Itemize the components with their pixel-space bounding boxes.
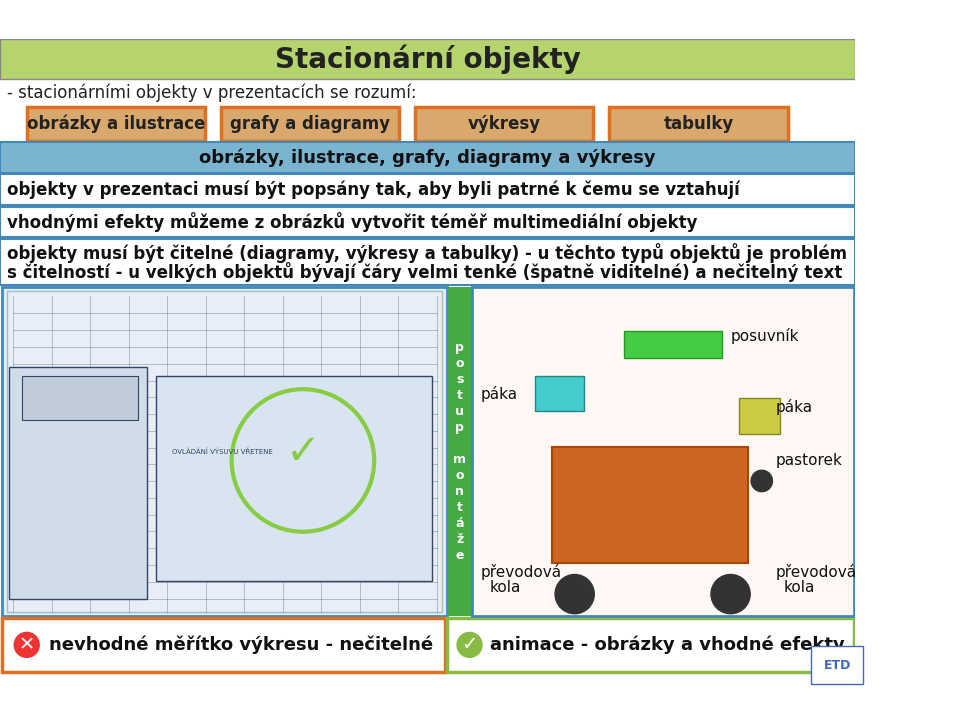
FancyBboxPatch shape	[552, 447, 749, 563]
Text: páka: páka	[775, 399, 812, 415]
Text: ✕: ✕	[18, 635, 35, 654]
Text: OVLÁDÁNÍ VÝSUVU VŘETENE: OVLÁDÁNÍ VÝSUVU VŘETENE	[172, 448, 274, 455]
Text: animace - obrázky a vhodné efekty: animace - obrázky a vhodné efekty	[490, 636, 845, 654]
FancyBboxPatch shape	[0, 238, 855, 285]
Circle shape	[457, 632, 482, 657]
Text: ✓: ✓	[285, 430, 321, 473]
Text: převodová: převodová	[481, 563, 563, 580]
FancyBboxPatch shape	[0, 206, 855, 237]
Text: s čitelností - u velkých objektů bývají čáry velmi tenké (špatně viditelné) a ne: s čitelností - u velkých objektů bývají …	[7, 263, 843, 282]
Text: tabulky: tabulky	[663, 115, 733, 132]
Text: grafy a diagramy: grafy a diagramy	[230, 115, 390, 132]
Text: obrázky a ilustrace: obrázky a ilustrace	[27, 115, 205, 133]
Text: objekty musí být čitelné (diagramy, výkresy a tabulky) - u těchto typů objektů j: objekty musí být čitelné (diagramy, výkr…	[7, 243, 848, 263]
Text: ✓: ✓	[462, 635, 478, 654]
Text: kola: kola	[784, 581, 815, 596]
FancyBboxPatch shape	[9, 367, 147, 599]
Circle shape	[751, 470, 773, 492]
FancyBboxPatch shape	[7, 291, 442, 612]
FancyBboxPatch shape	[472, 286, 853, 616]
Text: výkresy: výkresy	[468, 115, 540, 132]
FancyBboxPatch shape	[0, 175, 855, 205]
FancyBboxPatch shape	[0, 142, 855, 173]
Text: p
o
s
t
u
p

m
o
n
t
á
ž
e: p o s t u p m o n t á ž e	[453, 341, 467, 562]
FancyBboxPatch shape	[624, 332, 722, 358]
FancyBboxPatch shape	[2, 286, 447, 616]
FancyBboxPatch shape	[739, 398, 780, 434]
FancyBboxPatch shape	[472, 286, 853, 616]
Text: převodová: převodová	[775, 563, 856, 580]
FancyBboxPatch shape	[22, 376, 138, 420]
Text: nevhodné měřítko výkresu - nečitelné: nevhodné měřítko výkresu - nečitelné	[49, 636, 433, 654]
Text: obrázky, ilustrace, grafy, diagramy a výkresy: obrázky, ilustrace, grafy, diagramy a vý…	[200, 148, 656, 167]
FancyBboxPatch shape	[156, 376, 432, 581]
Circle shape	[711, 574, 750, 614]
FancyBboxPatch shape	[447, 286, 472, 616]
Text: pastorek: pastorek	[775, 453, 842, 468]
FancyBboxPatch shape	[447, 618, 853, 672]
FancyBboxPatch shape	[27, 107, 204, 140]
FancyBboxPatch shape	[2, 618, 445, 672]
Text: kola: kola	[490, 581, 521, 596]
Text: objekty v prezentaci musí být popsány tak, aby byli patrné k čemu se vztahují: objekty v prezentaci musí být popsány ta…	[7, 180, 740, 199]
Circle shape	[14, 632, 39, 657]
FancyBboxPatch shape	[221, 107, 399, 140]
FancyBboxPatch shape	[0, 39, 855, 79]
Text: vhodnými efekty můžeme z obrázků vytvořit téměř multimediální objekty: vhodnými efekty můžeme z obrázků vytvoři…	[7, 212, 698, 232]
Text: ETD: ETD	[824, 659, 851, 672]
Text: posuvník: posuvník	[731, 328, 799, 344]
Circle shape	[555, 574, 594, 614]
FancyBboxPatch shape	[610, 107, 787, 140]
FancyBboxPatch shape	[415, 107, 593, 140]
Text: páka: páka	[481, 386, 518, 402]
Text: Stacionární objekty: Stacionární objekty	[275, 44, 581, 74]
FancyBboxPatch shape	[535, 376, 584, 412]
Text: - stacionárními objekty v prezentacích se rozumí:: - stacionárními objekty v prezentacích s…	[7, 83, 417, 102]
